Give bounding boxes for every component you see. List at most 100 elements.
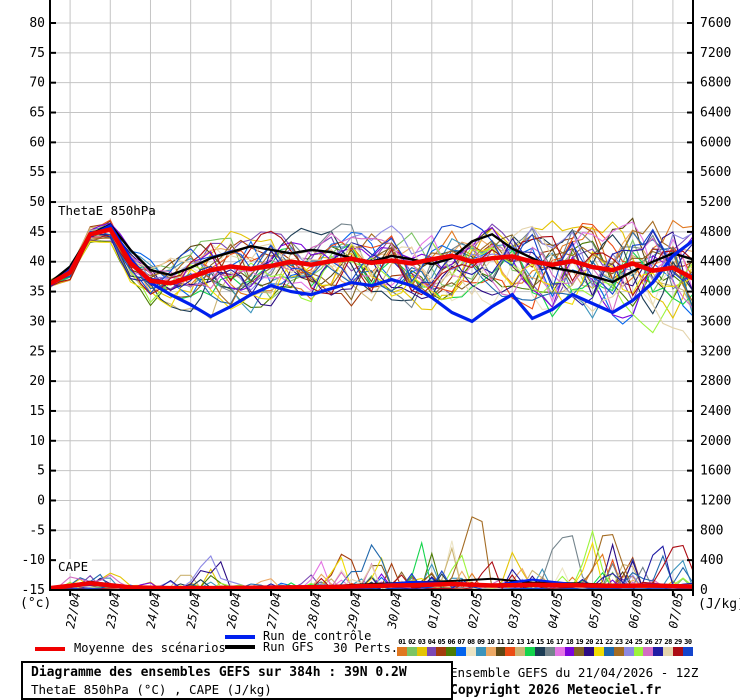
y-left-tick-label: 75 — [29, 46, 45, 61]
theta-series-label: ThetaE 850hPa — [58, 203, 156, 218]
y-right-tick-label: 4400 — [700, 255, 731, 270]
perts-count-label: 30 Perts. — [333, 641, 399, 655]
member-number: 01 — [398, 638, 406, 646]
member-swatch — [673, 647, 683, 656]
y-right-tick-label: 400 — [700, 553, 723, 568]
y-right-tick-label: 6400 — [700, 106, 731, 121]
y-left-tick-label: 20 — [29, 374, 45, 389]
x-tick-label: 01/05 — [425, 592, 445, 630]
member-theta-line — [50, 219, 693, 301]
member-swatch — [663, 647, 674, 656]
y-left-tick-label: 30 — [29, 314, 45, 329]
control-theta-line — [50, 223, 693, 324]
member-swatch — [623, 647, 634, 656]
member-number: 03 — [417, 638, 426, 646]
perts-number-row: 01 02 03 04 05 06 07 08 09 10 11 12 13 14 15 16 17 18 19 20… — [397, 638, 693, 647]
y-right-tick-label: 6800 — [700, 76, 731, 91]
cape-label-bg — [56, 559, 92, 573]
member-number: 05 — [437, 638, 446, 646]
member-number: 04 — [427, 638, 436, 646]
member-swatch — [682, 647, 693, 656]
y-right-tick-label: 4000 — [700, 285, 731, 300]
member-swatch — [594, 647, 605, 656]
y-right-tick-label: 7200 — [700, 46, 731, 61]
y-left-tick-label: 60 — [29, 135, 45, 150]
y-left-tick-label: 15 — [29, 404, 45, 419]
ensemble-members — [50, 217, 693, 591]
member-number: 27 — [654, 638, 663, 646]
mean-theta-line — [50, 226, 693, 286]
member-swatch — [653, 647, 664, 656]
y-right-tick-label: 3600 — [700, 314, 731, 329]
member-swatch — [426, 647, 437, 656]
y-right-tick-label: 4800 — [700, 225, 731, 240]
copyright-text: Copyright 2026 Meteociel.fr — [450, 683, 662, 698]
member-theta-line — [50, 220, 693, 307]
member-swatch — [643, 647, 654, 656]
member-swatch — [633, 647, 644, 656]
y-right-tick-label: 2400 — [700, 404, 731, 419]
member-swatch — [416, 647, 427, 656]
x-tick-label: 07/05 — [666, 592, 686, 630]
x-tick-label: 03/05 — [505, 592, 525, 630]
x-tick-label: 30/04 — [385, 592, 405, 631]
y-left-tick-label: 45 — [29, 225, 45, 240]
member-number: 26 — [644, 638, 653, 646]
diagram-subtitle: ThetaE 850hPa (°C) , CAPE (J/kg) — [31, 682, 272, 697]
run-info-text: Ensemble GEFS du 21/04/2026 - 12Z — [450, 665, 699, 680]
gfs-line-label: Run GFS — [263, 640, 314, 654]
member-number: 17 — [555, 638, 564, 646]
member-number: 09 — [477, 638, 485, 646]
control-line-swatch — [225, 635, 255, 639]
y-left-tick-label: 70 — [29, 76, 45, 91]
member-swatch — [544, 647, 555, 656]
member-number: 18 — [565, 638, 574, 646]
axes — [49, 0, 694, 596]
member-swatch — [446, 647, 457, 656]
y-left-tick-label: 55 — [29, 165, 45, 180]
y-left-tick-label: 0 — [37, 493, 45, 508]
diagram-title: Diagramme des ensembles GEFS sur 384h : … — [31, 665, 407, 680]
member-number: 24 — [624, 638, 633, 646]
member-number: 06 — [447, 638, 456, 646]
y-left-tick-label: 40 — [29, 255, 45, 270]
y-right-unit-label: (J/kg) — [698, 597, 740, 612]
y-right-tick-label: 7600 — [700, 16, 731, 31]
member-number: 22 — [605, 638, 613, 646]
y-left-tick-label: 50 — [29, 195, 45, 210]
member-number: 16 — [546, 638, 554, 646]
x-tick-label: 05/05 — [586, 592, 606, 630]
member-swatch — [515, 647, 526, 656]
y-right-tick-label: 2000 — [700, 434, 731, 449]
x-tick-label: 24/04 — [144, 592, 164, 630]
member-number: 29 — [674, 638, 682, 646]
x-tick-label: 02/05 — [465, 592, 485, 630]
x-tick-label: 04/05 — [546, 592, 566, 630]
member-theta-line — [50, 230, 693, 297]
y-left-unit-label: (°c) — [20, 596, 51, 611]
diagram-info-box: Diagramme des ensembles GEFS sur 384h : … — [21, 661, 453, 700]
y-left-tick-label: 65 — [29, 106, 45, 121]
mean-cape-line — [50, 581, 693, 591]
member-swatch — [604, 647, 614, 656]
theta-label-bg — [56, 203, 146, 218]
member-swatch — [466, 647, 476, 656]
y-right-tick-label: 2800 — [700, 374, 731, 389]
y-left-tick-label: 80 — [29, 16, 45, 31]
y-left-tick-label: 25 — [29, 344, 45, 359]
member-number: 11 — [496, 638, 505, 646]
member-swatch — [525, 647, 536, 656]
member-number: 02 — [408, 638, 416, 646]
member-number: 21 — [595, 638, 603, 646]
member-theta-line — [50, 224, 693, 307]
y-right-tick-label: 3200 — [700, 344, 731, 359]
y-right-tick-label: 1600 — [700, 464, 731, 479]
member-number: 14 — [526, 638, 534, 646]
x-tick-label: 23/04 — [103, 592, 123, 630]
member-number: 20 — [585, 638, 594, 646]
ensemble-chart: 80757065605550454035302520151050-5-10-15… — [20, 0, 740, 631]
y-left-tick-label: 5 — [37, 464, 45, 479]
y-right-tick-label: 800 — [700, 523, 723, 538]
member-number: 23 — [615, 638, 623, 646]
